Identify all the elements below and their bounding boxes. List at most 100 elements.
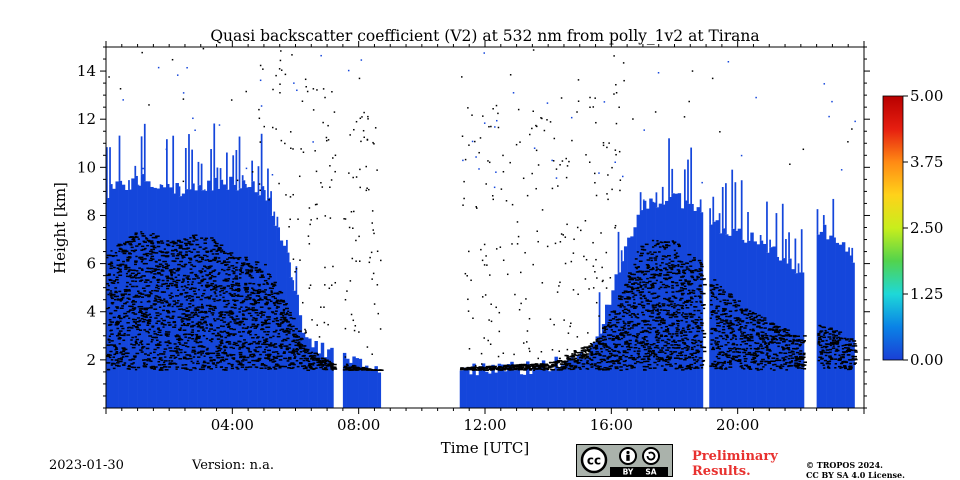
aerosol-speckle — [684, 280, 689, 282]
aerosol-speckle — [237, 340, 241, 343]
signal-streak — [775, 213, 778, 257]
aerosol-speckle — [588, 345, 591, 347]
aerosol-speckle — [731, 330, 736, 332]
aerosol-speckle — [829, 341, 832, 344]
aerosol-speckle — [743, 360, 747, 362]
aerosol-speckle — [172, 242, 176, 245]
aerosol-speckle — [155, 312, 160, 314]
noise-speckle — [543, 129, 546, 132]
aerosol-speckle — [168, 342, 172, 345]
aerosol-speckle — [245, 286, 249, 289]
aerosol-speckle — [183, 367, 188, 369]
aerosol-speckle — [125, 275, 130, 278]
aerosol-speckle — [647, 291, 651, 293]
aerosol-speckle — [250, 292, 253, 294]
aerosol-speckle — [292, 348, 295, 350]
aerosol-speckle — [721, 331, 725, 334]
aerosol-speckle — [668, 356, 673, 358]
aerosol-speckle — [671, 314, 675, 317]
aerosol-speckle — [133, 307, 137, 309]
aerosol-speckle — [164, 368, 169, 371]
aerosol-speckle — [264, 319, 268, 322]
aerosol-speckle — [828, 348, 833, 351]
aerosol-speckle — [134, 235, 138, 238]
aerosol-speckle — [163, 324, 167, 326]
aerosol-speckle — [601, 339, 605, 341]
aerosol-speckle — [231, 256, 235, 259]
aerosol-speckle — [744, 336, 749, 339]
aerosol-speckle — [689, 304, 693, 306]
aerosol-speckle — [162, 260, 165, 263]
aerosol-speckle — [166, 335, 170, 337]
aerosol-speckle — [115, 351, 119, 353]
aerosol-speckle — [137, 277, 140, 279]
aerosol-speckle — [261, 314, 265, 316]
aerosol-speckle — [234, 342, 238, 345]
aerosol-speckle — [116, 320, 119, 323]
noise-speckle — [615, 153, 617, 156]
aerosol-speckle — [630, 273, 635, 276]
aerosol-speckle — [722, 307, 726, 310]
aerosol-speckle — [196, 306, 201, 308]
signal-column — [159, 184, 164, 408]
aerosol-speckle — [623, 306, 626, 308]
aerosol-speckle — [531, 364, 535, 367]
aerosol-speckle — [853, 362, 857, 364]
aerosol-speckle — [688, 324, 691, 327]
aerosol-speckle — [245, 288, 249, 290]
aerosol-speckle — [241, 330, 245, 333]
aerosol-speckle — [108, 319, 112, 321]
aerosol-speckle — [158, 298, 162, 301]
aerosol-speckle — [760, 316, 763, 318]
aerosol-speckle — [661, 258, 665, 260]
aerosol-speckle — [237, 284, 241, 287]
aerosol-speckle — [680, 263, 684, 266]
noise-speckle — [280, 69, 283, 71]
noise-speckle — [516, 221, 519, 223]
aerosol-speckle — [614, 325, 618, 328]
signal-streak — [109, 147, 111, 185]
aerosol-speckle — [288, 356, 292, 359]
aerosol-speckle — [223, 346, 228, 349]
aerosol-speckle — [147, 300, 151, 302]
aerosol-speckle — [174, 302, 179, 304]
aerosol-speckle — [191, 321, 194, 323]
aerosol-speckle — [220, 289, 224, 292]
aerosol-speckle — [647, 358, 651, 361]
aerosol-speckle — [270, 293, 274, 295]
aerosol-speckle — [767, 356, 770, 359]
aerosol-speckle — [192, 367, 196, 369]
noise-speckle — [518, 308, 521, 311]
aerosol-speckle — [639, 281, 642, 284]
aerosol-speckle — [717, 317, 722, 320]
aerosol-speckle — [848, 343, 852, 345]
aerosol-speckle — [650, 293, 654, 295]
aerosol-speckle — [664, 246, 669, 249]
aerosol-speckle — [167, 331, 171, 333]
aerosol-speckle — [577, 366, 581, 369]
aerosol-speckle — [191, 346, 196, 349]
aerosol-speckle — [676, 315, 679, 318]
aerosol-speckle — [839, 367, 842, 369]
aerosol-speckle — [494, 367, 497, 370]
aerosol-speckle — [235, 288, 239, 291]
noise-speckle — [300, 148, 302, 150]
aerosol-layer — [106, 231, 858, 371]
aerosol-speckle — [115, 306, 119, 308]
noise-speckle — [474, 140, 476, 143]
aerosol-speckle — [156, 266, 160, 268]
aerosol-speckle — [128, 317, 131, 320]
aerosol-speckle — [128, 359, 133, 361]
aerosol-speckle — [157, 360, 161, 363]
noise-speckle — [584, 278, 587, 280]
aerosol-speckle — [798, 353, 802, 355]
aerosol-speckle — [645, 300, 648, 302]
aerosol-speckle — [702, 304, 706, 306]
aerosol-speckle — [836, 342, 840, 344]
aerosol-speckle — [666, 342, 670, 345]
aerosol-speckle — [251, 353, 256, 356]
aerosol-speckle — [787, 357, 791, 360]
aerosol-speckle — [722, 299, 727, 301]
noise-speckle — [324, 215, 327, 217]
aerosol-speckle — [229, 353, 232, 356]
